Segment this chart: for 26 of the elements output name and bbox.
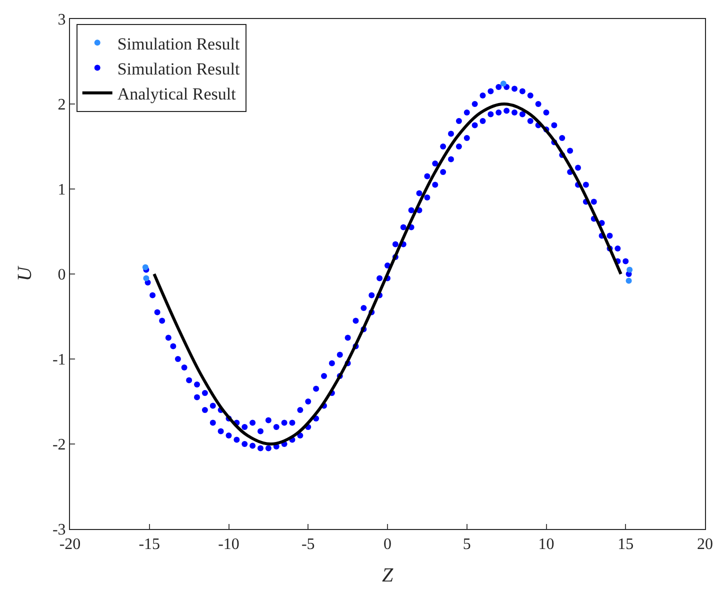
x-tick-label: 15	[618, 536, 634, 554]
point	[626, 266, 633, 273]
y-tick-label: -2	[52, 436, 66, 454]
y-tick-label: 1	[58, 182, 66, 199]
x-tick-label: -5	[301, 536, 315, 554]
point	[142, 264, 148, 270]
y-axis-title: U	[14, 265, 36, 282]
x-tick-label: -15	[138, 536, 160, 554]
x-axis-title: Z	[382, 564, 394, 587]
x-tick-label: 0	[384, 536, 392, 554]
x-tick-label: 5	[462, 536, 471, 554]
point	[143, 275, 150, 282]
x-tick-label: 10	[538, 536, 554, 554]
x-tick-label: 20	[697, 536, 713, 554]
y-tick-label: 2	[58, 96, 66, 114]
point	[500, 80, 506, 87]
legend-label: Simulation Result	[117, 59, 240, 78]
x-tick-label: -10	[218, 536, 240, 554]
legend-label: Analytical Result	[117, 84, 236, 104]
x-tick-label: -20	[59, 536, 81, 554]
y-tick-label: -3	[52, 522, 66, 539]
y-tick-label: 3	[58, 12, 66, 29]
point	[626, 278, 632, 284]
y-tick-label: 0	[58, 266, 66, 284]
y-tick-label: -1	[52, 352, 66, 369]
legend-label: Simulation Result	[117, 34, 240, 54]
